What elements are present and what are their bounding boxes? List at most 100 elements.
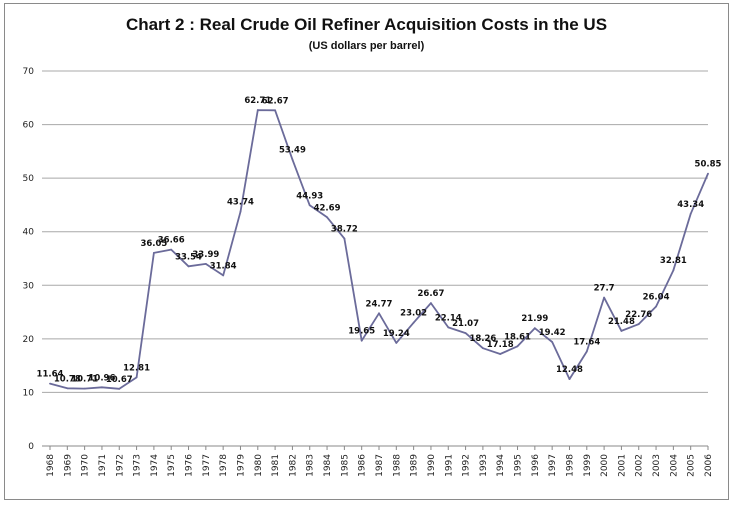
data-label: 22.14 xyxy=(435,313,462,323)
x-tick-label: 1978 xyxy=(219,454,229,477)
data-point xyxy=(707,172,709,175)
y-tick-label: 60 xyxy=(23,121,35,131)
y-axis: 0 10 20 30 40 50 60 70 xyxy=(23,67,35,452)
y-tick-label: 30 xyxy=(23,281,35,291)
y-tick-label: 20 xyxy=(23,335,35,345)
data-point xyxy=(118,387,121,390)
data-point xyxy=(135,376,138,379)
data-point xyxy=(378,312,380,315)
data-point xyxy=(551,341,554,343)
data-point xyxy=(256,109,259,111)
data-point xyxy=(430,302,432,305)
data-label: 33.99 xyxy=(192,250,219,260)
series-line xyxy=(49,109,709,390)
data-label: 36.05 xyxy=(140,239,167,249)
x-tick-label: 1994 xyxy=(496,454,506,477)
data-point xyxy=(222,274,225,277)
data-point xyxy=(516,345,519,348)
y-tick-label: 70 xyxy=(23,67,35,77)
data-label: 44.93 xyxy=(296,191,323,201)
data-point xyxy=(689,212,692,215)
x-axis: 1968 1969 1970 1971 1972 1973 1974 1975 1976 1977… xyxy=(46,446,714,477)
x-tick-label: 1982 xyxy=(288,454,298,477)
x-tick-label: 2001 xyxy=(617,454,627,477)
data-label: 12.48 xyxy=(556,365,583,375)
x-tick-label: 1975 xyxy=(167,454,177,477)
y-tick-label: 50 xyxy=(23,174,35,184)
data-point xyxy=(274,109,277,112)
data-label: 18.61 xyxy=(504,332,531,342)
data-point xyxy=(360,339,363,342)
data-point xyxy=(637,323,640,325)
data-label: 23.02 xyxy=(400,309,427,319)
x-tick-label: 1977 xyxy=(202,454,212,477)
x-tick-label: 1993 xyxy=(479,454,489,477)
data-point xyxy=(568,378,571,381)
data-point xyxy=(655,305,657,308)
x-tick-label: 1990 xyxy=(427,454,437,477)
data-label: 50.85 xyxy=(695,160,722,170)
x-tick-label: 2006 xyxy=(704,454,714,477)
data-label: 27.7 xyxy=(594,284,615,294)
data-label: 26.67 xyxy=(418,289,445,299)
chart-frame xyxy=(4,3,729,500)
x-tick-label: 1992 xyxy=(462,454,472,477)
x-tick-label: 1985 xyxy=(340,454,350,477)
x-tick-label: 1973 xyxy=(133,454,143,477)
data-point xyxy=(395,342,398,344)
data-point xyxy=(603,296,606,299)
data-label: 33.54 xyxy=(175,252,202,262)
data-label: 53.49 xyxy=(279,145,306,155)
data-label: 36.66 xyxy=(158,236,185,246)
y-tick-label: 0 xyxy=(28,442,34,452)
data-label: 38.72 xyxy=(331,225,358,235)
x-tick-label: 1970 xyxy=(81,454,91,477)
data-point xyxy=(499,353,502,355)
chart-title: Chart 2 : Real Crude Oil Refiner Acquisi… xyxy=(125,15,608,34)
gridlines xyxy=(42,70,708,447)
x-tick-label: 1991 xyxy=(444,454,454,477)
data-point xyxy=(101,386,103,389)
data-label: 43.74 xyxy=(227,198,254,208)
data-point xyxy=(620,330,623,332)
data-point xyxy=(464,332,467,335)
data-label: 42.69 xyxy=(314,203,341,213)
data-point xyxy=(343,237,346,240)
data-point xyxy=(326,216,328,219)
data-label: 31.84 xyxy=(210,261,237,271)
x-tick-label: 1979 xyxy=(236,454,246,477)
x-tick-label: 1969 xyxy=(63,454,73,477)
data-point xyxy=(204,263,207,265)
data-point xyxy=(533,327,536,330)
data-point xyxy=(291,158,294,161)
x-tick-label: 1968 xyxy=(46,454,56,477)
data-label: 62.71 xyxy=(244,96,271,106)
data-label: 10.78 xyxy=(54,374,81,384)
data-label: 19.65 xyxy=(348,327,375,337)
data-point xyxy=(187,265,190,268)
x-tick-label: 2003 xyxy=(652,454,662,477)
x-tick-label: 1980 xyxy=(254,454,264,477)
data-label: 24.77 xyxy=(366,299,393,309)
data-label: 32.81 xyxy=(660,256,687,266)
data-label: 22.76 xyxy=(625,310,652,320)
x-tick-label: 1988 xyxy=(392,454,402,477)
data-label: 21.48 xyxy=(608,317,635,327)
x-tick-label: 1986 xyxy=(358,454,368,477)
x-tick-label: 1974 xyxy=(150,454,160,477)
data-point xyxy=(170,248,173,251)
data-point xyxy=(308,204,311,207)
data-point xyxy=(49,382,51,385)
data-label: 43.34 xyxy=(677,200,704,210)
data-label: 10.96 xyxy=(89,373,116,383)
x-tick-label: 2002 xyxy=(635,454,645,477)
x-tick-label: 1971 xyxy=(98,454,108,477)
data-label: 10.71 xyxy=(71,375,98,385)
x-tick-label: 1983 xyxy=(306,454,316,477)
x-tick-label: 1989 xyxy=(410,454,420,477)
x-tick-label: 2004 xyxy=(669,454,679,477)
data-point xyxy=(239,210,242,213)
data-point xyxy=(481,347,484,350)
